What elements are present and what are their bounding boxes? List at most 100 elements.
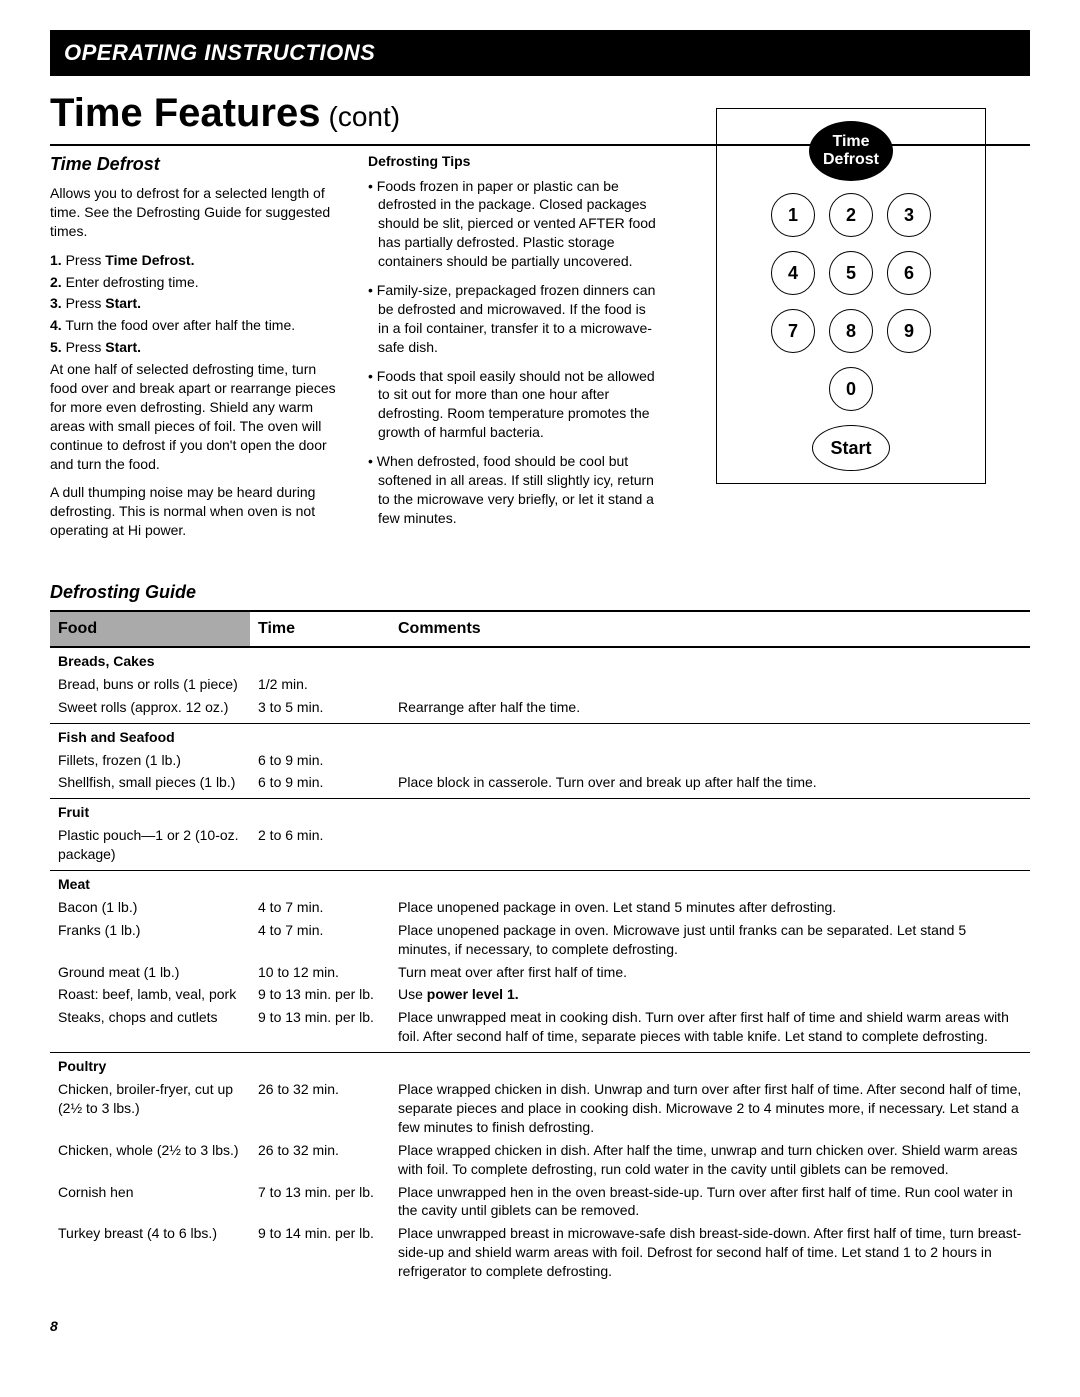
cell-food: Chicken, broiler-fryer, cut up (2½ to 3 … bbox=[50, 1078, 250, 1139]
cell-time: 3 to 5 min. bbox=[250, 696, 390, 723]
cell-comments: Place unopened package in oven. Let stan… bbox=[390, 896, 1030, 919]
table-section: Breads, Cakes bbox=[50, 647, 1030, 673]
cell-comments: Place unwrapped meat in cooking dish. Tu… bbox=[390, 1006, 1030, 1052]
col-time: Time bbox=[250, 611, 390, 647]
keypad-key-4[interactable]: 4 bbox=[771, 251, 815, 295]
table-row: Roast: beef, lamb, veal, pork9 to 13 min… bbox=[50, 983, 1030, 1006]
right-column: Time Defrost 1234567890 Start bbox=[686, 152, 986, 550]
table-section: Fish and Seafood bbox=[50, 723, 1030, 748]
intro-text: Allows you to defrost for a selected len… bbox=[50, 184, 340, 241]
left-column: Time Defrost Allows you to defrost for a… bbox=[50, 152, 340, 550]
table-row: Cornish hen7 to 13 min. per lb.Place unw… bbox=[50, 1181, 1030, 1223]
cell-food: Plastic pouch—1 or 2 (10-oz. package) bbox=[50, 824, 250, 870]
cell-time: 26 to 32 min. bbox=[250, 1078, 390, 1139]
step-item: 4. Turn the food over after half the tim… bbox=[50, 316, 340, 335]
step-item: 2. Enter defrosting time. bbox=[50, 273, 340, 292]
keypad-key-2[interactable]: 2 bbox=[829, 193, 873, 237]
table-row: Fillets, frozen (1 lb.)6 to 9 min. bbox=[50, 749, 1030, 772]
paragraph-1: At one half of selected defrosting time,… bbox=[50, 360, 340, 473]
cell-time: 9 to 13 min. per lb. bbox=[250, 1006, 390, 1052]
table-row: Franks (1 lb.)4 to 7 min.Place unopened … bbox=[50, 919, 1030, 961]
page-title-cont: (cont) bbox=[329, 98, 401, 136]
table-row: Ground meat (1 lb.)10 to 12 min.Turn mea… bbox=[50, 961, 1030, 984]
paragraph-2: A dull thumping noise may be heard durin… bbox=[50, 483, 340, 540]
cell-time: 2 to 6 min. bbox=[250, 824, 390, 870]
cell-time: 7 to 13 min. per lb. bbox=[250, 1181, 390, 1223]
cell-time: 1/2 min. bbox=[250, 673, 390, 696]
step-item: 3. Press Start. bbox=[50, 294, 340, 313]
table-row: Plastic pouch—1 or 2 (10-oz. package)2 t… bbox=[50, 824, 1030, 870]
keypad-key-8[interactable]: 8 bbox=[829, 309, 873, 353]
cell-food: Fillets, frozen (1 lb.) bbox=[50, 749, 250, 772]
table-row: Sweet rolls (approx. 12 oz.)3 to 5 min.R… bbox=[50, 696, 1030, 723]
tip-item: Foods frozen in paper or plastic can be … bbox=[368, 177, 658, 271]
keypad-key-9[interactable]: 9 bbox=[887, 309, 931, 353]
start-button[interactable]: Start bbox=[812, 425, 890, 471]
cell-comments: Place unwrapped hen in the oven breast-s… bbox=[390, 1181, 1030, 1223]
keypad-key-1[interactable]: 1 bbox=[771, 193, 815, 237]
defrosting-guide-heading: Defrosting Guide bbox=[50, 580, 1030, 604]
cell-time: 6 to 9 min. bbox=[250, 771, 390, 798]
table-row: Chicken, whole (2½ to 3 lbs.)26 to 32 mi… bbox=[50, 1139, 1030, 1181]
cell-time: 26 to 32 min. bbox=[250, 1139, 390, 1181]
cell-food: Roast: beef, lamb, veal, pork bbox=[50, 983, 250, 1006]
cell-comments: Place block in casserole. Turn over and … bbox=[390, 771, 1030, 798]
keypad-key-3[interactable]: 3 bbox=[887, 193, 931, 237]
table-section: Fruit bbox=[50, 799, 1030, 824]
time-defrost-button[interactable]: Time Defrost bbox=[809, 121, 893, 181]
cell-food: Chicken, whole (2½ to 3 lbs.) bbox=[50, 1139, 250, 1181]
cell-comments: Place unwrapped breast in microwave-safe… bbox=[390, 1222, 1030, 1287]
cell-time: 6 to 9 min. bbox=[250, 749, 390, 772]
keypad-key-5[interactable]: 5 bbox=[829, 251, 873, 295]
cell-comments: Use power level 1. bbox=[390, 983, 1030, 1006]
keypad-panel: Time Defrost 123 456 7890 Start bbox=[716, 108, 986, 484]
cell-comments: Place unopened package in oven. Microwav… bbox=[390, 919, 1030, 961]
time-defrost-label-1: Time bbox=[832, 133, 869, 151]
cell-food: Franks (1 lb.) bbox=[50, 919, 250, 961]
table-section: Meat bbox=[50, 871, 1030, 896]
cell-time: 4 to 7 min. bbox=[250, 896, 390, 919]
steps-list: 1. Press Time Defrost. 2. Enter defrostin… bbox=[50, 251, 340, 357]
page-number: 8 bbox=[50, 1317, 1030, 1336]
cell-food: Bread, buns or rolls (1 piece) bbox=[50, 673, 250, 696]
step-item: 1. Press Time Defrost. bbox=[50, 251, 340, 270]
tip-item: Family-size, prepackaged frozen dinners … bbox=[368, 281, 658, 357]
keypad-grid: 123 456 7890 bbox=[729, 193, 973, 411]
cell-comments: Place wrapped chicken in dish. After hal… bbox=[390, 1139, 1030, 1181]
keypad-key-7[interactable]: 7 bbox=[771, 309, 815, 353]
table-row: Steaks, chops and cutlets9 to 13 min. pe… bbox=[50, 1006, 1030, 1052]
table-row: Bacon (1 lb.)4 to 7 min.Place unopened p… bbox=[50, 896, 1030, 919]
time-defrost-label-2: Defrost bbox=[823, 151, 879, 169]
cell-time: 9 to 14 min. per lb. bbox=[250, 1222, 390, 1287]
tips-heading: Defrosting Tips bbox=[368, 152, 658, 171]
cell-comments: Turn meat over after first half of time. bbox=[390, 961, 1030, 984]
cell-food: Shellfish, small pieces (1 lb.) bbox=[50, 771, 250, 798]
cell-comments: Place wrapped chicken in dish. Unwrap an… bbox=[390, 1078, 1030, 1139]
page-title: Time Features bbox=[50, 86, 321, 140]
cell-food: Cornish hen bbox=[50, 1181, 250, 1223]
cell-food: Turkey breast (4 to 6 lbs.) bbox=[50, 1222, 250, 1287]
middle-column: Defrosting Tips Foods frozen in paper or… bbox=[368, 152, 658, 550]
cell-food: Ground meat (1 lb.) bbox=[50, 961, 250, 984]
col-comments: Comments bbox=[390, 611, 1030, 647]
table-section: Poultry bbox=[50, 1053, 1030, 1078]
cell-food: Bacon (1 lb.) bbox=[50, 896, 250, 919]
cell-comments: Rearrange after half the time. bbox=[390, 696, 1030, 723]
cell-time: 9 to 13 min. per lb. bbox=[250, 983, 390, 1006]
cell-comments bbox=[390, 749, 1030, 772]
cell-comments bbox=[390, 673, 1030, 696]
defrosting-guide-table: Food Time Comments Breads, CakesBread, b… bbox=[50, 610, 1030, 1287]
time-defrost-heading: Time Defrost bbox=[50, 152, 340, 176]
table-row: Shellfish, small pieces (1 lb.)6 to 9 mi… bbox=[50, 771, 1030, 798]
keypad-key-0[interactable]: 0 bbox=[829, 367, 873, 411]
step-item: 5. Press Start. bbox=[50, 338, 340, 357]
cell-food: Sweet rolls (approx. 12 oz.) bbox=[50, 696, 250, 723]
tip-item: Foods that spoil easily should not be al… bbox=[368, 367, 658, 443]
section-banner: OPERATING INSTRUCTIONS bbox=[50, 30, 1030, 76]
table-row: Chicken, broiler-fryer, cut up (2½ to 3 … bbox=[50, 1078, 1030, 1139]
cell-time: 10 to 12 min. bbox=[250, 961, 390, 984]
keypad-key-6[interactable]: 6 bbox=[887, 251, 931, 295]
cell-food: Steaks, chops and cutlets bbox=[50, 1006, 250, 1052]
tip-item: When defrosted, food should be cool but … bbox=[368, 452, 658, 528]
cell-comments bbox=[390, 824, 1030, 870]
